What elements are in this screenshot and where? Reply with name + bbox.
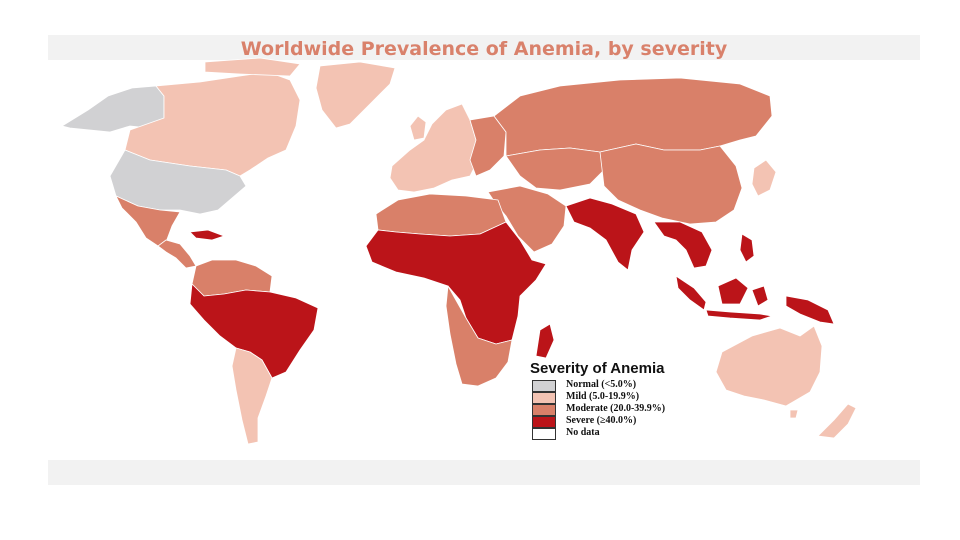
region-philippines [739,233,755,263]
legend-label: Normal (<5.0%) [566,379,637,390]
legend-swatch [532,404,556,416]
title-band [48,35,920,60]
map-title: Worldwide Prevalence of Anemia, by sever… [240,38,728,60]
region-caribbean [189,229,225,241]
land-shapes [61,57,857,445]
legend-label: Moderate (20.0-39.9%) [566,403,666,414]
region-sulawesi [751,285,769,307]
region-southeast-asia [653,221,713,269]
region-canada-arctic [204,57,301,77]
legend-title: Severity of Anemia [530,360,665,377]
region-australia [715,325,823,407]
region-new-zealand [817,403,857,439]
legend-swatch [532,428,556,440]
region-western-europe [389,103,479,193]
region-japan [751,159,777,197]
region-sumatra-java [675,275,707,311]
region-new-guinea [785,295,835,325]
region-brazil-peru [189,283,319,379]
legend-label: No data [566,427,600,438]
region-java-islands [705,309,773,321]
region-tasmania [789,409,799,419]
legend-item-severe: Severe (≥40.0%) [532,415,708,428]
legend-swatch [532,416,556,428]
severity-legend: Severity of Anemia Normal (<5.0%) Mild (… [528,360,708,442]
legend-item-moderate: Moderate (20.0-39.9%) [532,403,708,416]
region-borneo [717,277,749,305]
region-central-america [157,239,197,269]
legend-item-mild: Mild (5.0-19.9%) [532,391,708,404]
region-uk [409,115,427,141]
region-colombia-venezuela [191,259,273,297]
legend-label: Mild (5.0-19.9%) [566,391,640,402]
legend-item-no-data: No data [532,427,708,440]
legend-swatch [532,392,556,404]
legend-label: Severe (≥40.0%) [566,415,637,426]
region-greenland [315,61,396,129]
region-madagascar [535,323,555,359]
legend-item-normal: Normal (<5.0%) [532,379,708,392]
legend-swatch [532,380,556,392]
region-central-asia [505,147,605,191]
region-north-africa [375,193,507,237]
footer-band [48,460,920,485]
region-south-asia [565,197,645,271]
region-southern-cone [231,347,273,445]
region-china [599,143,743,225]
region-sub-saharan-africa [365,221,547,345]
region-southern-africa [445,285,513,387]
